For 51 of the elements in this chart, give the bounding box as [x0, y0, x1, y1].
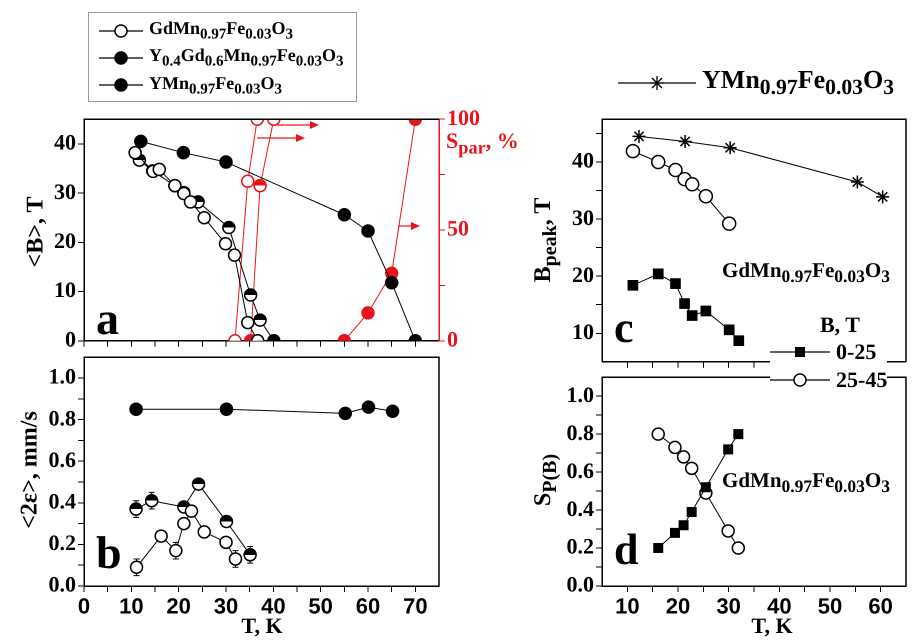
- y-axis-title: <B>, T: [22, 196, 50, 268]
- text: Y$_{0.4}$Gd$_{0.6}$Mn$_{0.97}$Fe$_{0.03}$O$_{3}$: [149, 45, 344, 70]
- annotation: GdMn$_{0.97}$Fe$_{0.03}$O$_{3}$: [722, 258, 890, 286]
- y-tick-label: 40: [572, 148, 594, 173]
- y-tick-label: 0.2: [48, 530, 76, 556]
- y2-axis-title: S$_{par}$, %: [446, 128, 519, 158]
- y-tick-label: 20: [54, 228, 76, 253]
- x-tick-label: 50: [308, 593, 333, 618]
- legend-label: GdMn$_{0.97}$Fe$_{0.03}$O$_{3}$: [149, 17, 294, 44]
- x-tick-label: 20: [166, 593, 191, 618]
- y-tick-label: 20: [572, 262, 594, 287]
- x-tick-label: 10: [119, 593, 144, 618]
- y2-tick-label: 0: [447, 326, 458, 352]
- y-tick-label: 0.2: [566, 534, 594, 559]
- y-axis-title: <2ε>, mm/s: [16, 411, 44, 529]
- y-tick-label: 0.4: [48, 488, 76, 514]
- y-tick-label: 10: [54, 277, 76, 302]
- y-tick-label: 30: [54, 178, 76, 204]
- annotation: d: [614, 525, 638, 574]
- y-tick-label: 0.0: [48, 572, 76, 597]
- y-tick-label: 30: [572, 204, 594, 230]
- y-tick-label: 0.6: [566, 458, 594, 483]
- y-tick-label: 1.0: [48, 364, 76, 389]
- y-tick-label: 10: [572, 318, 594, 344]
- legend-label: 0-25: [836, 338, 876, 366]
- x-tick-label: 30: [716, 593, 741, 618]
- y-tick-label: 0.0: [566, 572, 594, 597]
- y-tick-label: 0.8: [48, 405, 76, 430]
- y-tick-label: 0: [65, 326, 76, 352]
- x-tick-label: 30: [214, 593, 238, 618]
- legend-label: 25-45: [836, 366, 888, 394]
- y2-tick-label: 50: [447, 216, 469, 241]
- x-tick-label: 20: [666, 593, 690, 618]
- x-tick-label: 60: [868, 593, 893, 618]
- annotation: GdMn$_{0.97}$Fe$_{0.03}$O$_{3}$: [722, 468, 890, 496]
- y-tick-label: 40: [54, 130, 76, 155]
- legend-title: B, T: [820, 312, 861, 338]
- annotation: a: [96, 293, 119, 344]
- y-tick-label: 0.4: [566, 496, 594, 521]
- annotation: c: [614, 303, 634, 352]
- x-tick-label: 60: [356, 593, 380, 618]
- x-tick-label: 10: [615, 593, 640, 618]
- legend-label: YMn$_{0.97}$Fe$_{0.03}$O$_{3}$: [149, 72, 282, 100]
- y-tick-label: 0.8: [566, 420, 594, 445]
- y2-tick-label: 100: [447, 104, 480, 130]
- annotation: b: [96, 527, 122, 578]
- x-tick-label: 50: [818, 593, 842, 618]
- y-tick-label: 0.6: [48, 446, 76, 472]
- y-tick-label: 1.0: [566, 382, 594, 407]
- legend-label: YMn$_{0.97}$Fe$_{0.03}$O$_{3}$: [702, 64, 894, 102]
- x-tick-label: 70: [403, 593, 428, 618]
